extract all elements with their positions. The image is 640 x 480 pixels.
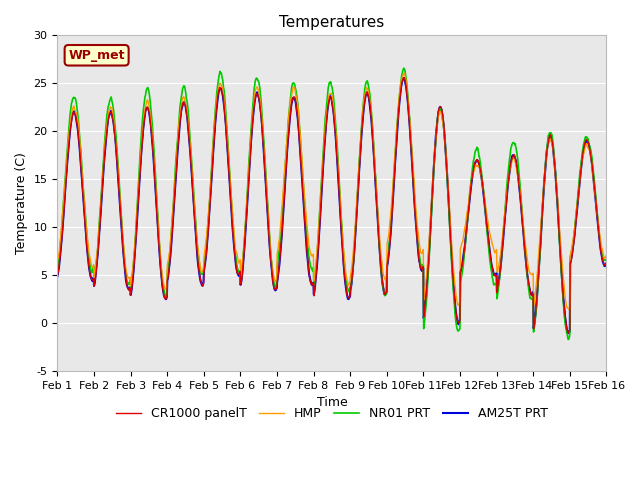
AM25T PRT <box>417 267 425 273</box>
HMP <box>163 286 170 291</box>
X-axis label: Time: Time <box>317 396 348 409</box>
Y-axis label: Temperature (C): Temperature (C) <box>15 152 28 254</box>
AM25T PRT <box>490 268 497 274</box>
Legend: CR1000 panelT, HMP, NR01 PRT, AM25T PRT: CR1000 panelT, HMP, NR01 PRT, AM25T PRT <box>111 402 553 425</box>
HMP <box>417 251 425 256</box>
HMP <box>237 272 244 278</box>
Line: CR1000 panelT: CR1000 panelT <box>58 78 607 333</box>
HMP <box>603 252 611 258</box>
NR01 PRT <box>175 109 183 115</box>
AM25T PRT <box>237 280 244 286</box>
NR01 PRT <box>54 269 61 275</box>
CR1000 panelT <box>175 124 183 130</box>
AM25T PRT <box>565 330 573 336</box>
NR01 PRT <box>564 336 572 342</box>
AM25T PRT <box>54 274 61 279</box>
HMP <box>565 306 573 312</box>
CR1000 panelT <box>538 221 545 227</box>
AM25T PRT <box>175 124 183 130</box>
Title: Temperatures: Temperatures <box>279 15 385 30</box>
NR01 PRT <box>400 65 408 71</box>
HMP <box>54 257 61 263</box>
Line: NR01 PRT: NR01 PRT <box>58 68 607 339</box>
HMP <box>490 244 497 250</box>
NR01 PRT <box>237 279 244 285</box>
CR1000 panelT <box>399 75 407 81</box>
NR01 PRT <box>163 293 170 299</box>
Text: WP_met: WP_met <box>68 49 125 62</box>
Line: HMP: HMP <box>58 73 607 309</box>
NR01 PRT <box>538 220 545 226</box>
NR01 PRT <box>417 263 425 268</box>
AM25T PRT <box>163 296 170 302</box>
CR1000 panelT <box>163 296 170 302</box>
CR1000 panelT <box>237 281 244 287</box>
NR01 PRT <box>603 256 611 262</box>
CR1000 panelT <box>564 330 572 336</box>
Line: AM25T PRT: AM25T PRT <box>58 78 607 333</box>
HMP <box>401 71 408 76</box>
CR1000 panelT <box>490 268 497 274</box>
CR1000 panelT <box>603 260 611 265</box>
NR01 PRT <box>490 278 497 284</box>
CR1000 panelT <box>54 273 61 278</box>
AM25T PRT <box>401 75 408 81</box>
CR1000 panelT <box>417 266 425 272</box>
HMP <box>538 212 545 218</box>
HMP <box>175 115 183 120</box>
AM25T PRT <box>603 261 611 266</box>
AM25T PRT <box>538 221 545 227</box>
